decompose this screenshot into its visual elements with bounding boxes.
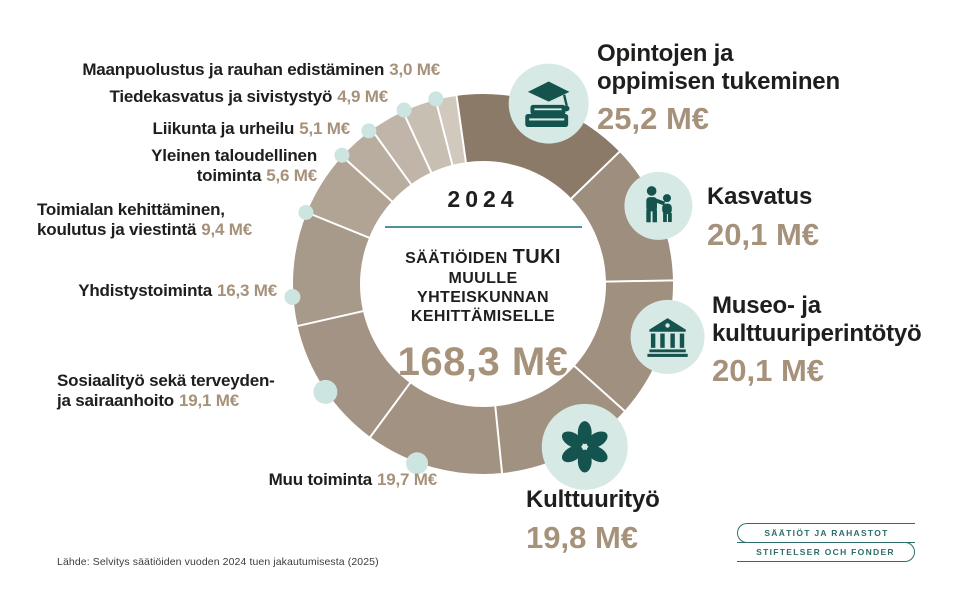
segment-separator — [370, 128, 413, 186]
segment-yleinen-taloudellinen — [342, 129, 412, 202]
label-muu-toiminta: Muu toiminta 19,7 M€ — [268, 470, 438, 490]
label-kulttuurityo: Kulttuurityö 19,8 M€ — [526, 486, 660, 555]
label-value: 5,1 M€ — [299, 119, 350, 138]
label-value: 4,9 M€ — [337, 87, 388, 106]
label-kasvatus: Kasvatus 20,1 M€ — [707, 183, 819, 252]
label-value: 20,1 M€ — [712, 353, 825, 389]
chart-title: SÄÄTIÖIDEN TUKI MUULLE YHTEISKUNNAN KEHI… — [405, 246, 561, 326]
segment-toimiala — [306, 156, 392, 238]
label-value: 19,1 M€ — [178, 391, 240, 411]
segment-kasvatus — [571, 151, 673, 282]
label-yleinen-taloudellinen: Yleinen taloudellinen toiminta 5,6 M€ — [151, 146, 317, 186]
label-text: Yhdistystoiminta — [78, 281, 212, 300]
label-tiedekasvatus: Tiedekasvatus ja sivistystyö 4,9 M€ — [109, 87, 388, 107]
segment-yhdistystoiminta — [293, 212, 370, 326]
label-liikunta: Liikunta ja urheilu 5,1 M€ — [152, 119, 351, 139]
label-text: ja sairaanhoito — [57, 391, 174, 411]
segment-separator — [296, 309, 365, 328]
segment-separator — [401, 110, 433, 174]
museum-icon-circle — [630, 299, 705, 374]
marker-dot-yleinen-taloudellinen — [334, 147, 350, 163]
marker-dot-tiedekasvatus — [396, 102, 412, 118]
marker-dot-muu-toiminta — [406, 452, 429, 475]
label-value: 19,7 M€ — [376, 470, 437, 489]
label-value: 20,1 M€ — [707, 216, 820, 252]
label-text: Tiedekasvatus ja sivistystyö — [109, 87, 333, 106]
segment-separator — [494, 405, 504, 475]
saatiot-ja-rahastot-logo: SÄÄTIÖT JA RAHASTOT STIFTELSER OCH FONDE… — [737, 523, 915, 562]
family-icon-circle — [624, 171, 693, 240]
label-value: 3,0 M€ — [389, 60, 440, 79]
center-divider — [384, 226, 582, 228]
chart-year: 2024 — [447, 186, 519, 212]
segment-separator — [604, 279, 674, 283]
segment-muu-toiminta — [370, 383, 503, 475]
chart-center: 2024 SÄÄTIÖIDEN TUKI MUULLE YHTEISKUNNAN… — [343, 186, 623, 385]
segment-separator — [368, 381, 412, 439]
label-text: koulutus ja viestintä — [37, 220, 197, 240]
segment-separator — [305, 211, 371, 240]
label-text: Yleinen taloudellinen — [151, 146, 317, 165]
segment-separator — [455, 94, 468, 164]
logo-line-sv: STIFTELSER OCH FONDER — [737, 541, 915, 562]
source-note: Lähde: Selvitys säätiöiden vuoden 2024 t… — [57, 556, 379, 568]
label-sosiaalityo: Sosiaalityö sekä terveyden- ja sairaanho… — [57, 371, 275, 411]
flower-icon-circle — [541, 403, 628, 490]
label-text: Muu toiminta — [268, 470, 373, 489]
label-value: 19,8 M€ — [526, 519, 639, 555]
chart-total: 168,3 M€ — [397, 339, 569, 384]
segment-separator — [573, 364, 626, 413]
logo-line-fi: SÄÄTIÖT JA RAHASTOT — [737, 523, 915, 543]
label-text: toiminta — [196, 166, 262, 186]
label-text: Kulttuurityö — [526, 486, 660, 513]
segment-sosiaalityo — [297, 311, 411, 437]
segment-separator — [340, 154, 394, 203]
label-value: 16,3 M€ — [216, 281, 277, 300]
label-yhdistystoiminta: Yhdistystoiminta 16,3 M€ — [78, 281, 277, 301]
label-text: Toimialan kehittäminen, — [37, 200, 225, 219]
label-value: 5,6 M€ — [266, 166, 317, 186]
marker-dot-maanpuolustus — [428, 91, 444, 107]
marker-dot-toimiala — [298, 204, 314, 220]
graduation-cap-icon-circle — [508, 63, 589, 144]
label-text: Museo- ja kulttuuriperintötyö — [712, 292, 922, 347]
label-toimiala: Toimialan kehittäminen, koulutus ja vies… — [37, 200, 252, 240]
label-maanpuolustus: Maanpuolustus ja rauhan edistäminen 3,0 M… — [82, 60, 440, 80]
segment-liikunta — [371, 111, 432, 185]
label-opinnot: Opintojen ja oppimisen tukeminen 25,2 M€ — [597, 40, 840, 137]
label-text: Opintojen ja oppimisen tukeminen — [597, 40, 840, 95]
label-text: Maanpuolustus ja rauhan edistäminen — [82, 60, 385, 79]
label-value: 9,4 M€ — [201, 220, 253, 240]
marker-dot-sosiaalityo — [313, 379, 338, 404]
marker-dot-yhdistystoiminta — [284, 288, 301, 305]
label-museo: Museo- ja kulttuuriperintötyö 20,1 M€ — [712, 292, 922, 389]
segment-separator — [434, 98, 454, 167]
label-value: 25,2 M€ — [597, 101, 710, 137]
segment-separator — [569, 150, 621, 200]
label-text: Sosiaalityö sekä terveyden- — [57, 371, 275, 390]
label-text: Liikunta ja urheilu — [152, 119, 295, 138]
marker-dot-liikunta — [361, 123, 377, 139]
label-text: Kasvatus — [707, 183, 813, 210]
